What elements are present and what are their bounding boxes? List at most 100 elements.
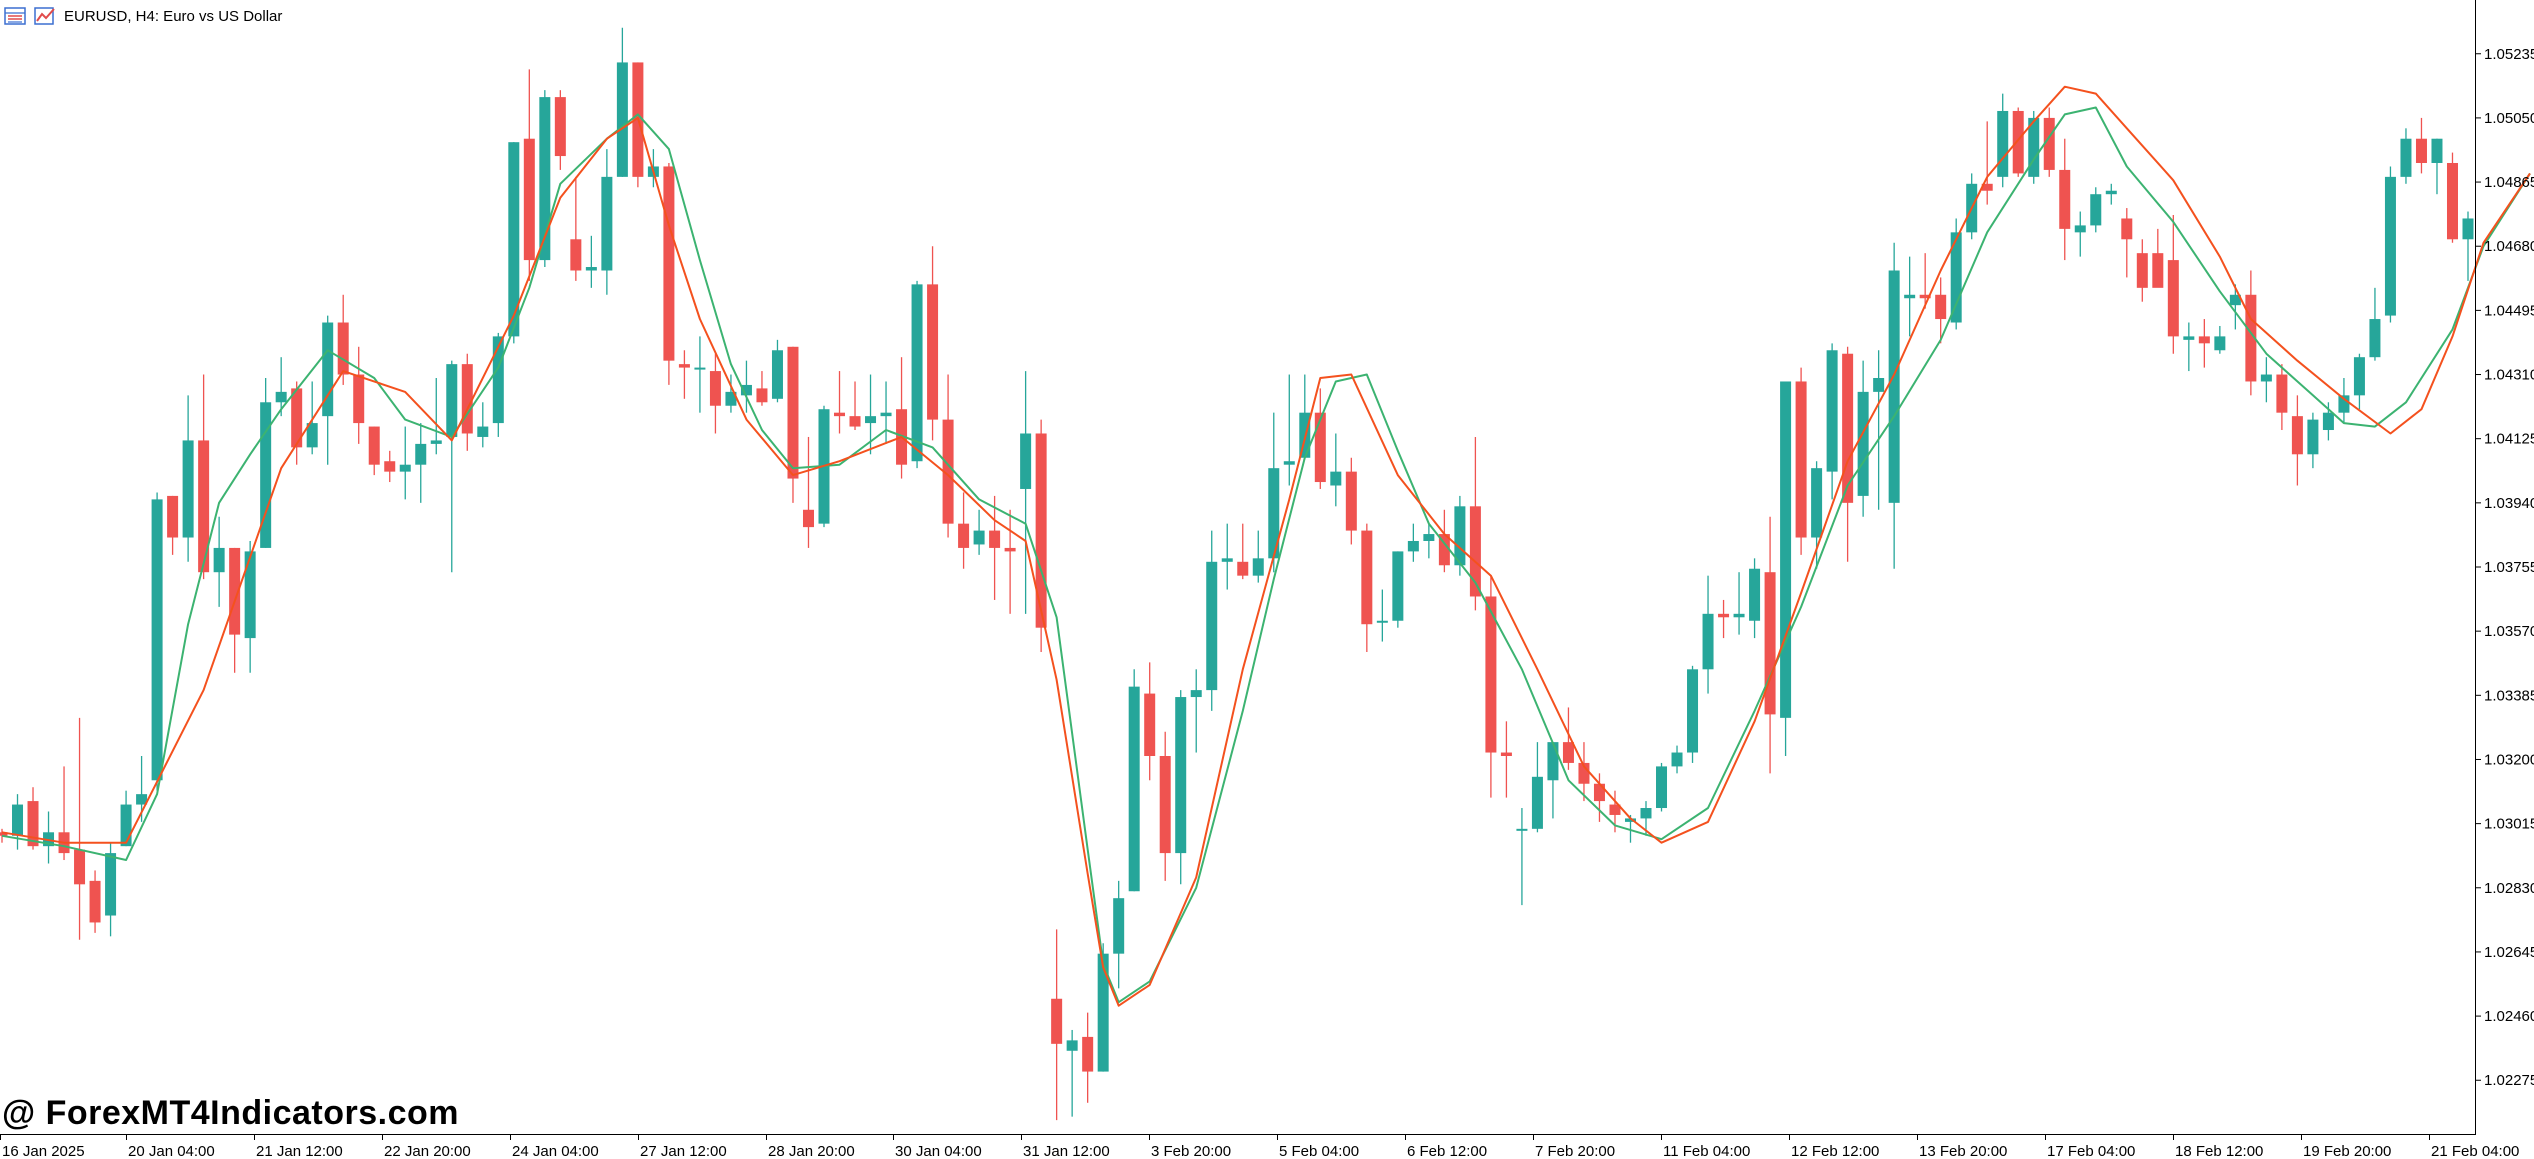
candle-body	[1392, 551, 1404, 621]
candle-body	[1361, 530, 1373, 625]
candle-body	[213, 547, 225, 573]
candle-body	[601, 176, 613, 271]
candle	[787, 346, 799, 503]
time-tick-label: 18 Feb 12:00	[2175, 1143, 2263, 1159]
candle	[446, 360, 458, 573]
candle-body	[1531, 776, 1543, 829]
candle	[2074, 211, 2086, 257]
axes	[0, 0, 2476, 1135]
candle	[213, 516, 225, 607]
time-tick-label: 13 Feb 20:00	[1919, 1143, 2007, 1159]
candle	[2338, 378, 2350, 424]
candle-body	[2214, 336, 2226, 351]
candle-body	[1082, 1036, 1094, 1072]
time-tick-label: 3 Feb 20:00	[1151, 1143, 1231, 1159]
chart-header: EURUSD, H4: Euro vs US Dollar	[0, 0, 282, 32]
candle	[2136, 239, 2148, 302]
candle	[1159, 731, 1171, 881]
candle-body	[865, 416, 877, 424]
candle-body	[1330, 471, 1342, 486]
candle-body	[1500, 752, 1512, 756]
candle-body	[2105, 190, 2117, 195]
candle	[709, 353, 721, 434]
candle-body	[1547, 742, 1559, 781]
candle	[89, 870, 101, 933]
candle-body	[616, 62, 628, 177]
candle-body	[1935, 294, 1947, 320]
candle-body	[167, 495, 179, 538]
candle-body	[2198, 336, 2210, 344]
candle-body	[1780, 381, 1792, 718]
fast-ma-line	[1, 85, 2531, 1007]
candle-body	[1811, 468, 1823, 538]
candle-body	[1997, 110, 2009, 177]
time-tick-label: 11 Feb 04:00	[1663, 1143, 1750, 1159]
price-tick-label: 1.03570	[2484, 623, 2534, 640]
candle-body	[2074, 225, 2086, 233]
candle	[802, 436, 814, 548]
candle-body	[709, 371, 721, 406]
candle	[2012, 107, 2024, 177]
candle	[585, 235, 597, 288]
candle-body	[1407, 540, 1419, 552]
candle	[1004, 509, 1016, 614]
candle	[1423, 523, 1435, 559]
candle	[477, 402, 489, 448]
candle-body	[1609, 804, 1621, 815]
candle	[1857, 360, 1869, 517]
candle-body	[1237, 561, 1249, 576]
candle-body	[105, 853, 117, 916]
candle-body	[198, 440, 210, 573]
candle-body	[725, 391, 737, 406]
candle	[1919, 253, 1931, 309]
candle	[2167, 215, 2179, 354]
candle-body	[1950, 232, 1962, 323]
candle	[2105, 183, 2117, 205]
candle-body	[1438, 534, 1450, 566]
candle	[1392, 551, 1404, 628]
watermark-text: @ ForexMT4Indicators.com	[2, 1094, 460, 1132]
candle-body	[1144, 693, 1156, 756]
candle	[694, 336, 706, 413]
candle	[2198, 319, 2210, 368]
candle-body	[1733, 613, 1745, 618]
candle	[1175, 690, 1187, 885]
candle-body	[1578, 762, 1590, 784]
candle	[1190, 669, 1202, 753]
candle-body	[306, 423, 318, 448]
candle-body	[1469, 506, 1481, 597]
time-axis: 16 Jan 2025 20 Jan 04:00 21 Jan 12:00 22 Ja…	[0, 1134, 2519, 1159]
candle	[1035, 419, 1047, 652]
chart-grid-icon[interactable]	[4, 7, 26, 25]
candle-body	[2307, 419, 2319, 455]
candle-body	[1687, 669, 1699, 753]
candle	[601, 149, 613, 295]
candle	[2090, 187, 2102, 233]
candle-body	[927, 284, 939, 420]
time-tick-label: 24 Jan 04:00	[512, 1143, 599, 1159]
candle-body	[2338, 395, 2350, 413]
candle	[1206, 530, 1218, 711]
candle	[1299, 374, 1311, 458]
candle	[2415, 117, 2427, 174]
candle-body	[182, 440, 194, 538]
candle-body	[989, 530, 1001, 548]
candle	[849, 381, 861, 431]
candle-body	[2400, 138, 2412, 177]
candle-body	[1128, 686, 1140, 892]
time-tick-label: 16 Jan 2025	[2, 1143, 85, 1159]
candle	[275, 357, 287, 417]
candle-body	[1749, 568, 1761, 621]
candle	[1981, 121, 1993, 205]
candle-body	[942, 419, 954, 524]
candle	[1066, 1029, 1078, 1117]
candle-body	[151, 499, 163, 781]
candle	[632, 62, 644, 188]
candle-body	[74, 849, 86, 885]
candle-body	[585, 267, 597, 271]
indicator-icon[interactable]	[34, 7, 56, 25]
candle	[399, 426, 411, 500]
candle-body	[2136, 253, 2148, 288]
candle	[1330, 433, 1342, 507]
